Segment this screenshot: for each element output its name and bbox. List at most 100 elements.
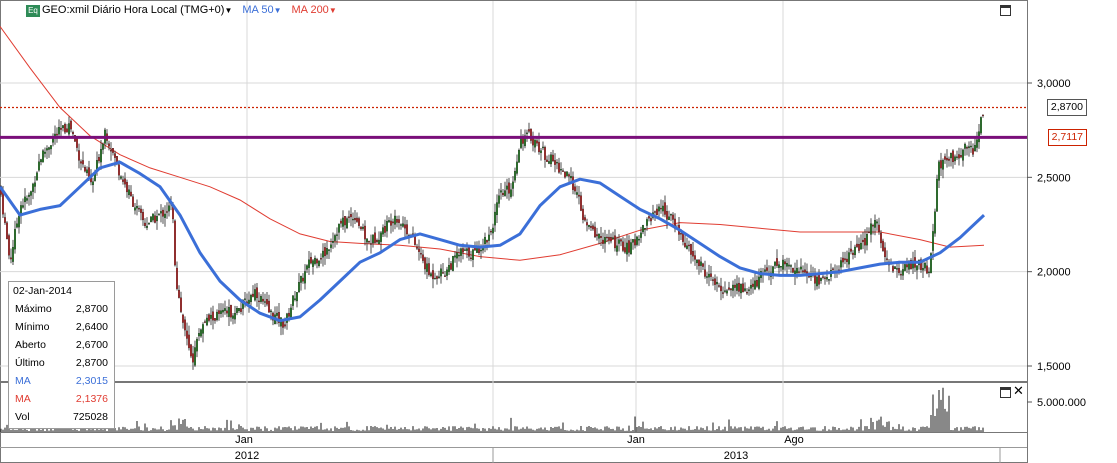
candle-body xyxy=(582,208,584,220)
candle-body xyxy=(738,282,740,292)
candle-body xyxy=(334,235,336,241)
candle-body xyxy=(454,255,456,258)
maximize-price-panel-icon[interactable] xyxy=(1000,5,1011,16)
candle-body xyxy=(552,154,554,162)
candle-body xyxy=(704,269,706,277)
candle-body xyxy=(348,216,350,218)
candle-body xyxy=(698,259,700,267)
candle-body xyxy=(934,211,936,234)
ma50-selector[interactable]: MA 50▼ xyxy=(242,4,281,16)
candle-body xyxy=(102,143,104,150)
candle-body xyxy=(376,240,378,243)
candle-body xyxy=(296,292,298,302)
candle-body xyxy=(420,253,422,255)
grid-lines xyxy=(0,1,1027,463)
candle-body xyxy=(372,234,374,244)
candle-body xyxy=(680,233,682,235)
candle-body xyxy=(398,219,400,223)
candle-body xyxy=(884,247,886,258)
candle-body xyxy=(500,190,502,193)
candle-body xyxy=(726,290,728,294)
candle-body xyxy=(912,260,914,269)
candle-body xyxy=(162,209,164,217)
candle-body xyxy=(444,275,446,277)
data-window-row: Vol 725028 xyxy=(9,408,114,426)
chevron-down-icon[interactable]: ▼ xyxy=(224,6,233,15)
candle-body xyxy=(212,311,214,321)
data-window-value: 2,8700 xyxy=(75,357,108,369)
data-window-row: Último 2,8700 xyxy=(9,354,114,372)
candle-body xyxy=(196,338,198,352)
ma200-selector[interactable]: MA 200▼ xyxy=(292,4,337,16)
candle-body xyxy=(154,215,156,223)
candle-body xyxy=(568,174,570,177)
candle-body xyxy=(814,274,816,284)
last-price-tag: 2,8700 xyxy=(1046,99,1087,116)
candle-body xyxy=(322,250,324,258)
price-panel xyxy=(0,0,1028,382)
candle-body xyxy=(892,266,894,272)
chevron-down-icon[interactable]: ▼ xyxy=(328,6,337,15)
candle-body xyxy=(650,218,652,222)
candle-body xyxy=(244,298,246,300)
ma200-path xyxy=(0,26,985,261)
candle-body xyxy=(944,156,946,160)
candle-body xyxy=(540,150,542,153)
candle-body xyxy=(282,321,284,328)
candle-body xyxy=(570,175,572,179)
data-window-row: Mínimo 2,6400 xyxy=(9,318,114,336)
symbol-selector[interactable]: GEO:xmil Diário Hora Local (TMG+0)▼ xyxy=(42,4,232,16)
x-year-label: 2012 xyxy=(235,450,259,462)
candle-body xyxy=(406,224,408,235)
candle-body xyxy=(288,312,290,317)
candle-body xyxy=(942,160,944,170)
candle-body xyxy=(750,284,752,289)
candle-body xyxy=(316,259,318,264)
candle-body xyxy=(736,283,738,291)
candle-body xyxy=(326,248,328,255)
candle-body xyxy=(10,257,12,260)
candle-body xyxy=(916,265,918,271)
candle-body xyxy=(404,224,406,229)
candle-body xyxy=(586,222,588,226)
candle-body xyxy=(192,353,194,363)
equity-badge[interactable]: Eq xyxy=(26,5,40,17)
candle-body xyxy=(224,308,226,311)
candle-body xyxy=(364,225,366,240)
candle-body xyxy=(340,220,342,224)
candle-body xyxy=(338,223,340,233)
candle-body xyxy=(470,257,472,260)
candle-body xyxy=(548,161,550,164)
candle-body xyxy=(160,211,162,214)
candle-body xyxy=(480,249,482,252)
candle-body xyxy=(778,264,780,268)
candle-body xyxy=(530,128,532,141)
candle-body xyxy=(562,170,564,172)
candle-body xyxy=(722,292,724,294)
candle-body xyxy=(166,211,168,213)
candle-body xyxy=(864,238,866,246)
candle-body xyxy=(388,220,390,223)
candle-body xyxy=(598,233,600,239)
close-icon[interactable]: ✕ xyxy=(1013,383,1024,398)
candle-body xyxy=(182,314,184,323)
candle-body xyxy=(886,258,888,260)
candle-body xyxy=(18,215,20,228)
candle-body xyxy=(862,239,864,243)
candle-body xyxy=(180,297,182,312)
candle-body xyxy=(458,254,460,257)
candle-body xyxy=(818,273,820,285)
maximize-volume-panel-icon[interactable] xyxy=(1000,387,1011,398)
candle-body xyxy=(70,120,72,130)
candle-body xyxy=(902,269,904,276)
candle-body xyxy=(324,247,326,257)
candle-body xyxy=(644,227,646,230)
candle-body xyxy=(144,222,146,227)
chevron-down-icon[interactable]: ▼ xyxy=(273,6,282,15)
ma50-line xyxy=(0,160,986,323)
candle-body xyxy=(628,240,630,253)
candle-body xyxy=(248,299,250,304)
candle-body xyxy=(876,221,878,224)
candle-body xyxy=(972,148,974,155)
candle-body xyxy=(440,268,442,277)
